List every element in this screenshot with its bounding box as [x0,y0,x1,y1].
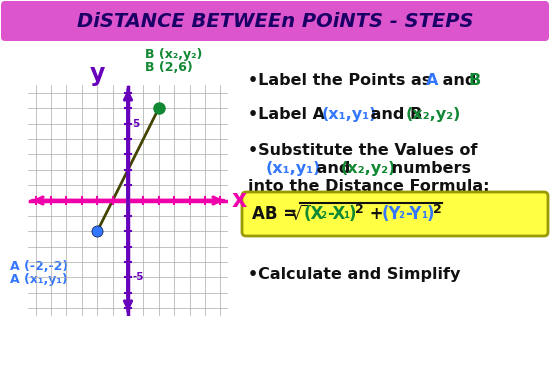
Text: and: and [437,73,482,87]
Text: (Y: (Y [382,205,402,223]
Text: DiSTANCE BETWEEn POiNTS - STEPS: DiSTANCE BETWEEn POiNTS - STEPS [77,11,473,31]
Text: 2: 2 [355,203,364,216]
Text: A (x₁,y₁): A (x₁,y₁) [10,274,68,287]
Text: into the Distance Formula:: into the Distance Formula: [248,178,490,194]
Text: ₂: ₂ [398,207,404,221]
Text: A (-2,-2): A (-2,-2) [10,261,68,274]
Text: (x₁,y₁): (x₁,y₁) [322,107,377,122]
Text: (x₂,y₂): (x₂,y₂) [341,160,397,176]
Text: (x₂,y₂): (x₂,y₂) [406,107,461,122]
Text: •Label the Points as: •Label the Points as [248,73,437,87]
Text: ): ) [349,205,356,223]
Text: y: y [89,62,104,86]
Text: +: + [364,205,389,223]
Text: 5: 5 [133,118,140,129]
Text: (x₁,y₁): (x₁,y₁) [266,160,321,176]
Text: •Substitute the Values of: •Substitute the Values of [248,143,477,158]
Text: (X: (X [304,205,324,223]
FancyBboxPatch shape [1,1,549,41]
Text: •Calculate and Simplify: •Calculate and Simplify [248,267,460,281]
Text: and B: and B [365,107,428,122]
Text: •Label A: •Label A [248,107,331,122]
Text: B (x₂,y₂): B (x₂,y₂) [145,47,202,60]
Text: B: B [469,73,481,87]
Text: -5: -5 [133,272,144,282]
Text: ₁: ₁ [343,207,349,221]
Text: B (2,6): B (2,6) [145,60,192,74]
Text: -X: -X [327,205,345,223]
Text: ₁: ₁ [421,207,427,221]
Text: ): ) [427,205,434,223]
Text: 2: 2 [433,203,442,216]
Text: AB =: AB = [252,205,297,223]
Text: numbers: numbers [386,160,471,176]
Text: and: and [311,160,356,176]
FancyBboxPatch shape [242,192,548,236]
Text: $\sqrt{\,}$: $\sqrt{\,}$ [290,204,311,224]
Text: ₂: ₂ [320,207,326,221]
Text: x: x [232,188,248,212]
Text: -Y: -Y [405,205,421,223]
Text: A: A [426,73,438,87]
